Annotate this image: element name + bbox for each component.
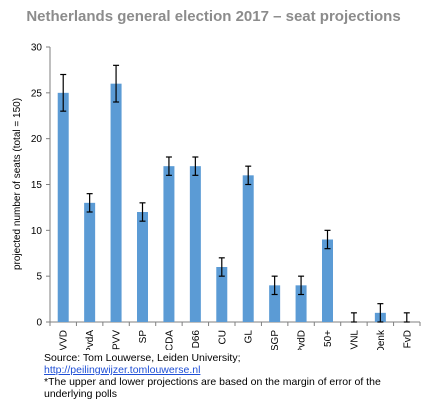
bar-pvda: [84, 202, 96, 322]
y-tick-label: 10: [31, 226, 43, 237]
bar-pvdd: [295, 285, 307, 322]
bar-cu: [216, 267, 228, 322]
chart-title: Netherlands general election 2017 – seat…: [26, 8, 401, 25]
footnote-text: *The upper and lower projections are bas…: [44, 376, 381, 400]
bar-cda: [163, 166, 175, 322]
x-tick-label: VVD: [59, 330, 70, 350]
x-tick-label: VNL: [349, 330, 360, 350]
bar-sp: [137, 212, 148, 322]
y-tick-label: 15: [31, 180, 43, 191]
x-tick-label: SGP: [270, 330, 281, 350]
source-link[interactable]: http://peilingwijzer.tomlouwerse.nl: [44, 364, 201, 376]
y-tick-label: 5: [36, 272, 42, 283]
y-tick-label: 30: [31, 43, 43, 54]
y-tick-label: 25: [31, 88, 43, 99]
x-tick-label: PvdD: [297, 330, 308, 350]
bar-chart: projected number of seats (total = 150) …: [12, 43, 421, 350]
bar-50: [322, 239, 333, 322]
x-tick-label: PVV: [112, 330, 123, 350]
bar-d66: [189, 166, 201, 322]
bar-sgp: [269, 285, 281, 322]
x-tick-label: PvdA: [85, 330, 96, 350]
x-tick-label: 50+: [323, 330, 334, 347]
x-tick-label: CDA: [164, 330, 175, 350]
x-tick-label: Denk: [376, 329, 387, 350]
x-tick-label: CU: [217, 330, 228, 344]
y-axis-title: projected number of seats (total = 150): [12, 98, 23, 270]
source-text: Source: Tom Louwerse, Leiden University;: [44, 352, 241, 364]
x-tick-label: GL: [244, 330, 255, 344]
y-tick-label: 20: [31, 134, 43, 145]
bar-pvv: [110, 83, 122, 323]
x-tick-label: SP: [138, 330, 149, 344]
x-tick-label: D66: [191, 330, 202, 349]
bar-gl: [242, 175, 254, 322]
bar-vvd: [57, 92, 69, 322]
y-tick-label: 0: [36, 318, 42, 329]
x-tick-label: FvD: [402, 330, 413, 348]
